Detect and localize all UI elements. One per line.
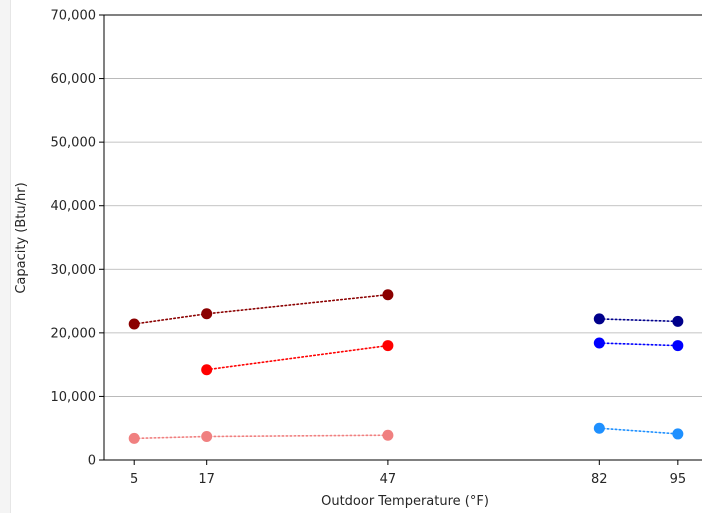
data-point	[672, 428, 684, 440]
grid-layer	[104, 14, 702, 397]
data-point	[593, 337, 605, 349]
x-tick-label: 17	[198, 472, 215, 487]
data-point	[382, 340, 394, 352]
series-line	[205, 344, 389, 371]
data-point	[672, 340, 684, 352]
data-point	[201, 364, 213, 376]
data-point	[672, 315, 684, 327]
series-5	[593, 422, 684, 440]
window-edge-strip	[0, 0, 11, 513]
y-tick-label: 0	[88, 454, 96, 469]
series-line	[598, 318, 679, 323]
x-tick-label: 47	[380, 472, 397, 487]
series-line	[133, 434, 389, 440]
data-point	[201, 308, 213, 320]
x-tick-label: 82	[591, 472, 608, 487]
series-3	[593, 313, 684, 327]
y-tick-label: 40,000	[51, 199, 97, 214]
data-point	[201, 430, 213, 442]
y-tick-label: 30,000	[51, 263, 97, 278]
y-tick-label: 20,000	[51, 326, 97, 341]
series-1	[201, 340, 394, 376]
y-axis-title: Capacity (Btu/hr)	[14, 182, 29, 293]
data-point	[593, 313, 605, 325]
series-line	[598, 427, 679, 435]
series-4	[593, 337, 684, 352]
axes-layer	[99, 14, 702, 465]
x-axis-title: Outdoor Temperature (°F)	[321, 494, 489, 509]
x-tick-label: 95	[670, 472, 687, 487]
y-tick-label: 60,000	[51, 72, 97, 87]
data-point	[128, 318, 140, 330]
series-line	[598, 342, 679, 347]
series-line	[133, 293, 389, 325]
data-point	[382, 289, 394, 301]
data-point	[128, 432, 140, 444]
x-tick-label: 5	[130, 472, 138, 487]
y-tick-label: 70,000	[51, 9, 97, 24]
y-tick-label: 50,000	[51, 136, 97, 151]
data-point	[593, 422, 605, 434]
series-2	[128, 429, 394, 444]
series-layer	[128, 289, 684, 444]
labels-layer: 0 10,000 20,000 30,000 40,000 50,000 60,000 70,…	[51, 9, 687, 488]
series-0	[128, 289, 394, 330]
data-point	[382, 429, 394, 441]
y-tick-label: 10,000	[51, 390, 97, 405]
